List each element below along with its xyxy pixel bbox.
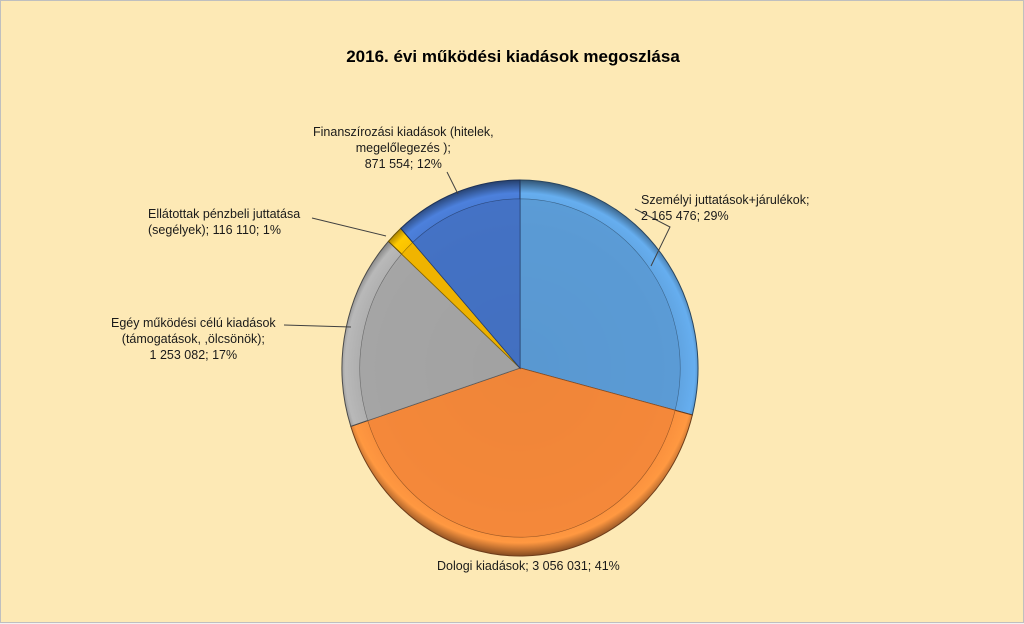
leader-lines [283, 171, 671, 328]
slice-label-finanszirozasi: Finanszírozási kiadások (hitelek, megelő… [313, 124, 494, 172]
pie-slice-bevel-finanszirozasi [412, 198, 521, 369]
slice-label-line: 871 554; 12% [364, 157, 442, 171]
leader-line-szemelyi [634, 208, 671, 267]
slice-label-line: 2 165 476; 29% [641, 209, 729, 223]
slice-label-line: Személyi juttatások+járulékok; [641, 193, 810, 207]
leader-line-egyeb-mukodesi [283, 324, 352, 328]
slice-label-ellatottak: Ellátottak pénzbeli juttatása (segélyek)… [148, 206, 300, 238]
slice-label-line: Finanszírozási kiadások (hitelek, [313, 125, 494, 139]
pie-slice-bevel-dologi [367, 367, 676, 538]
slice-label-szemelyi: Személyi juttatások+járulékok; 2 165 476… [641, 192, 809, 224]
slice-label-dologi: Dologi kiadások; 3 056 031; 41% [437, 558, 620, 574]
slice-label-line: (segélyek); 116 110; 1% [148, 223, 281, 237]
slice-label-egyeb-mukodesi: Egéy működési célú kiadások (támogatások… [111, 315, 276, 363]
slice-label-line: 1 253 082; 17% [149, 348, 238, 362]
pie-slice-bevel-egyeb-mukodesi [359, 253, 521, 421]
slice-label-line: Egéy működési célú kiadások [111, 316, 276, 330]
slice-label-line: Ellátottak pénzbeli juttatása [148, 207, 301, 221]
slice-label-line: Dologi kiadások; 3 056 031; 41% [437, 559, 620, 573]
pie-slice-bevel-szemelyi [519, 198, 681, 411]
leader-line-ellatottak [311, 217, 387, 237]
slice-label-line: (támogatások, ,ölcsönök); [121, 332, 265, 346]
leader-line-finanszirozasi [446, 171, 459, 195]
slice-label-line: megelőlegezés ); [355, 141, 451, 155]
pie-slices [341, 179, 699, 557]
chart-title: 2016. évi működési kiadások megoszlása [346, 47, 680, 66]
